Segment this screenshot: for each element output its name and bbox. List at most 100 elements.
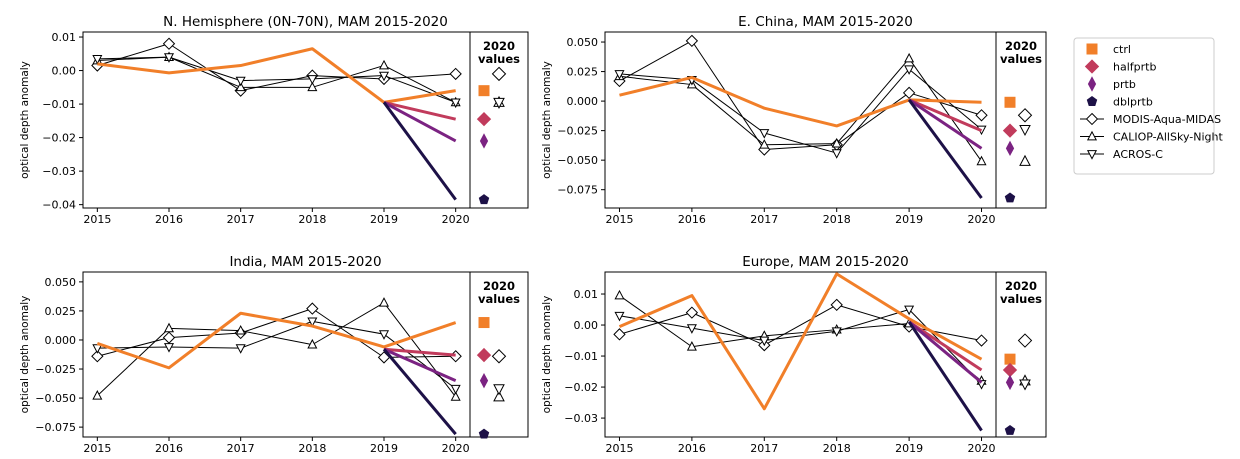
data-point [163,322,175,333]
side-value-marker [1004,353,1016,365]
legend-marker [1085,112,1099,126]
side-panel-title: 2020 values [477,39,521,66]
data-point [759,336,770,347]
series-line [382,101,457,201]
legend-label: halfprtb [1113,61,1156,74]
data-point [92,390,103,400]
data-point [831,149,842,159]
x-tick-label: 2015 [83,442,111,455]
side-value-marker [1019,124,1031,137]
side-value-marker [479,372,489,389]
data-point [759,129,770,139]
side-value-marker [493,384,505,396]
side-value-marker [479,133,489,149]
series-line [383,100,457,121]
series-line [96,311,457,370]
x-tick-label: 2019 [895,213,923,226]
series-line [908,320,983,384]
y-tick-label: −0.03 [42,165,76,178]
series-line [619,40,982,151]
data-point [449,67,462,81]
series-line [908,320,983,372]
data-point [685,34,699,48]
side-value-marker [491,66,507,82]
data-point [975,109,988,122]
y-tick-label: −0.025 [557,125,598,138]
data-point [235,344,246,354]
chart-title: N. Hemisphere (0N-70N), MAM 2015-2020 [163,14,448,30]
data-point [904,305,915,316]
data-point [831,137,842,148]
data-point [163,53,175,63]
legend-marker [1086,150,1098,160]
series-line [97,320,456,390]
x-tick-label: 2015 [605,442,633,455]
series-line [618,272,983,411]
series-line [907,321,983,432]
data-point [686,324,697,334]
y-axis-label: optical depth anomaly [541,61,553,179]
y-tick-label: 0.025 [567,66,599,79]
side-value-marker [493,390,505,402]
data-point [307,81,318,92]
chart-title: India, MAM 2015-2020 [229,254,381,270]
legend-marker [1086,43,1098,55]
legend-label: CALIOP-AllSky-Night [1113,131,1223,144]
legend-label: MODIS-Aqua-MIDAS [1113,113,1221,126]
legend-frame [1073,37,1215,175]
data-point [378,330,390,340]
data-point [614,70,625,80]
series-line [96,302,457,398]
data-point [450,384,461,395]
side-value-marker [1019,154,1031,166]
y-tick-label: −0.050 [35,392,76,405]
side-value-marker [1005,374,1015,391]
data-point [307,317,318,328]
data-point [235,76,246,87]
side-value-marker [1005,140,1015,157]
data-point [378,71,390,82]
x-tick-label: 2018 [298,213,326,226]
x-tick-label: 2018 [823,213,851,226]
y-tick-label: 0.000 [567,95,599,108]
side-value-marker [476,112,492,127]
series-line [619,68,982,154]
y-tick-label: −0.025 [35,363,76,376]
chart-title: E. China, MAM 2015-2020 [738,14,913,30]
axes-frame [82,31,529,209]
data-point [759,139,770,149]
series-line [908,98,983,150]
axes-frame [604,31,1047,209]
x-tick-label: 2015 [83,213,111,226]
legend-marker [1086,130,1098,141]
y-tick-label: 0.050 [567,36,599,49]
axes-frame [82,271,529,438]
legend-label: prtb [1113,78,1136,91]
y-tick-label: 0.025 [45,305,77,318]
data-point [614,311,625,322]
series-line [908,98,983,133]
series-line [619,58,982,162]
y-tick-label: 0.01 [52,31,77,44]
side-value-marker [1004,192,1016,203]
series-line [97,56,456,103]
side-value-marker [478,85,490,97]
axes-frame [604,271,1047,438]
y-tick-label: −0.050 [557,154,598,167]
side-value-marker [1017,108,1033,123]
x-tick-label: 2017 [227,213,255,226]
data-point [306,302,319,315]
y-tick-label: 0.00 [52,65,77,78]
side-value-marker [476,347,492,363]
y-axis-label: optical depth anomaly [19,61,31,179]
chart-title: Europe, MAM 2015-2020 [742,254,908,270]
data-point [976,155,987,166]
data-point [91,350,104,363]
y-tick-label: −0.03 [564,412,598,425]
data-point [830,298,843,312]
side-panel-title: 2020 values [477,279,521,306]
legend-marker [1084,59,1100,74]
x-tick-label: 2020 [968,442,996,455]
series-line [97,43,456,92]
